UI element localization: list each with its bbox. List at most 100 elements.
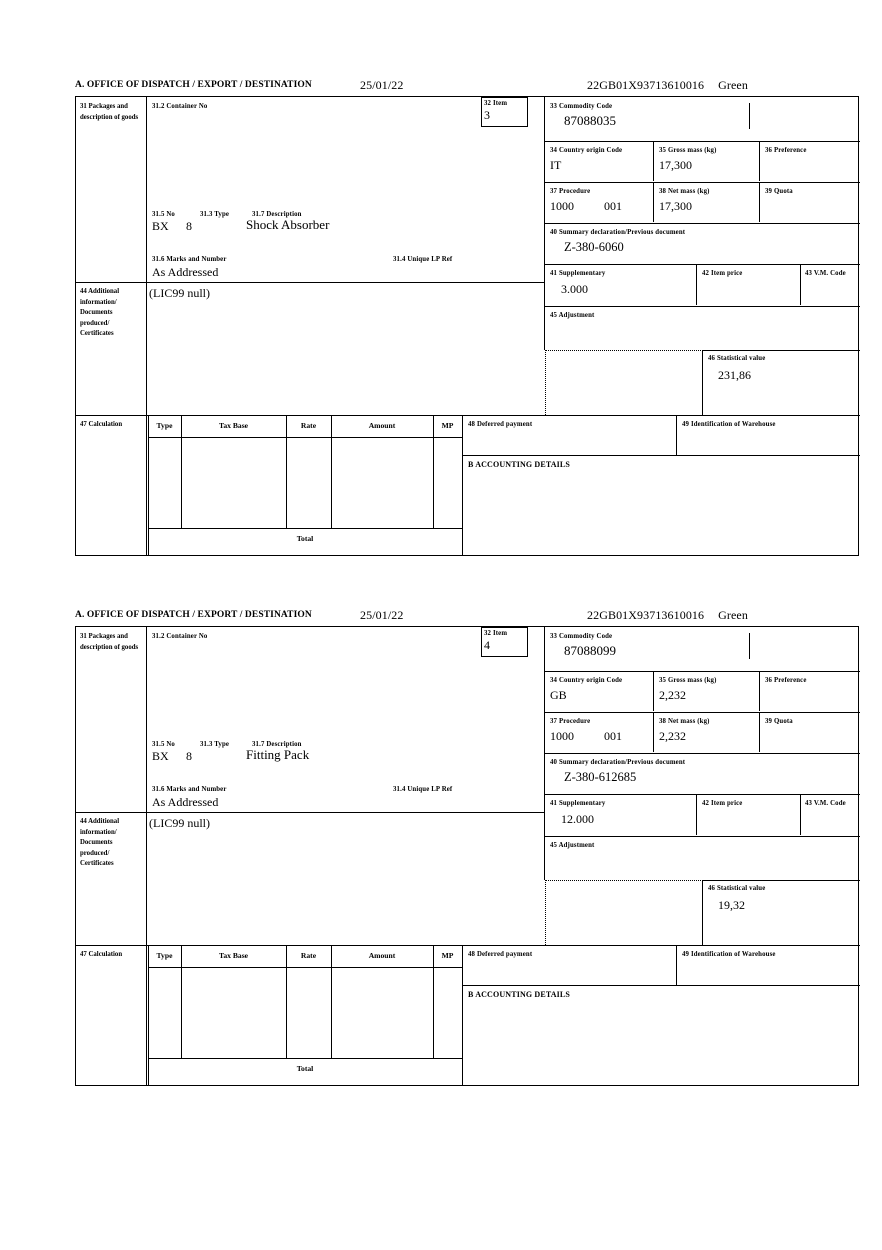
left-block-dotted-divider [545, 880, 546, 945]
declaration-frame: 31 Packages and description of goods 31.… [75, 626, 860, 1086]
item-number-value: 4 [484, 637, 490, 652]
country-origin-code-value: IT [550, 158, 562, 172]
box31-3-label: 31.3 Type [200, 211, 230, 218]
box44-stub-label: 44 Additional information/ Documents pro… [80, 818, 120, 867]
box39-label: 39 Quota [765, 188, 793, 195]
box40-label: 40 Summary declaration/Previous document [550, 759, 686, 766]
box42-43-divider [800, 264, 801, 305]
box40-bottom-divider [544, 794, 860, 795]
box37-bottom-divider [544, 223, 860, 224]
box38-label: 38 Net mass (kg) [659, 188, 710, 195]
calc-body-divider [148, 528, 462, 529]
box42-43-divider [800, 794, 801, 835]
gross-mass-value: 2,232 [659, 688, 686, 702]
mrn-value: 22GB01X93713610016 [587, 608, 705, 622]
box31-5-label: 31.5 No [152, 211, 175, 218]
calc-body-divider [148, 1058, 462, 1059]
declaration-date: 25/01/22 [360, 608, 404, 622]
box46-left-divider [702, 350, 703, 415]
supplementary-value: 3.000 [561, 282, 588, 296]
calc-header-type: Type [156, 421, 173, 430]
box43-label: 43 V.M. Code [805, 270, 846, 277]
box31-box44-divider [76, 282, 544, 283]
calc-header-tax-base: Tax Base [218, 421, 249, 430]
calc-col-rate-amount [331, 415, 332, 528]
box32-label: 32 Item [484, 630, 508, 637]
declaration-date: 25/01/22 [360, 78, 404, 92]
item-number-value: 3 [484, 107, 490, 122]
box33-label: 33 Commodity Code [550, 103, 613, 110]
box32-label: 32 Item [484, 100, 508, 107]
additional-information-value: (LIC99 null) [149, 816, 210, 830]
office-of-dispatch-label: A. OFFICE OF DISPATCH / EXPORT / DESTINA… [75, 80, 312, 90]
commodity-code-value: 87088035 [564, 113, 616, 128]
marks-and-number-value: As Addressed [152, 265, 219, 279]
box37-label: 37 Procedure [550, 718, 591, 725]
box48-label: 48 Deferred payment [468, 951, 533, 958]
box33-label: 33 Commodity Code [550, 633, 613, 640]
lane-value: Green [718, 608, 748, 622]
box47-top-divider [76, 415, 860, 416]
box40-bottom-divider [544, 264, 860, 265]
mrn-header: 22GB01X93713610016 Green [587, 78, 748, 93]
calculation-table: Type Tax Base Rate Amount MP Total [146, 945, 463, 1085]
declaration-sheet-1: A. OFFICE OF DISPATCH / EXPORT / DESTINA… [75, 78, 861, 556]
box37-38-divider [653, 182, 654, 222]
box46-label: 46 Statistical value [708, 885, 766, 892]
calc-header-divider [148, 437, 462, 438]
box47-top-divider [76, 945, 860, 946]
calc-col-amount-mp [433, 945, 434, 1058]
left-block-dotted-divider [545, 350, 546, 415]
calc-total-label: Total [296, 1064, 314, 1073]
box46-top-divider [702, 880, 860, 881]
sheet-header: A. OFFICE OF DISPATCH / EXPORT / DESTINA… [75, 608, 861, 626]
calc-col-taxbase-rate [286, 415, 287, 528]
box42-label: 42 Item price [702, 800, 743, 807]
sheet-header: A. OFFICE OF DISPATCH / EXPORT / DESTINA… [75, 78, 861, 96]
box41-42-divider [696, 794, 697, 835]
box46-left-divider [702, 880, 703, 945]
calc-col-taxbase-rate [286, 945, 287, 1058]
box35-label: 35 Gross mass (kg) [659, 147, 717, 154]
calc-col-type-taxbase [181, 945, 182, 1058]
box31-box44-divider [76, 812, 544, 813]
box31-2-label: 31.2 Container No [152, 633, 208, 640]
box31-stub-label: 31 Packages and description of goods [80, 633, 139, 651]
box43-label: 43 V.M. Code [805, 800, 846, 807]
box48-left-divider [462, 945, 463, 1085]
calc-col-left [148, 945, 149, 1085]
box48-label: 48 Deferred payment [468, 421, 533, 428]
boxB-label: B ACCOUNTING DETAILS [468, 990, 570, 999]
statistical-value-value: 19,32 [718, 898, 745, 912]
mrn-header: 22GB01X93713610016 Green [587, 608, 748, 623]
box48-49-divider [676, 415, 677, 455]
box31-6-label: 31.6 Marks and Number [152, 786, 227, 793]
box37-label: 37 Procedure [550, 188, 591, 195]
calc-col-rate-amount [331, 945, 332, 1058]
declaration-frame: 31 Packages and description of goods 31.… [75, 96, 860, 556]
box31-5-label: 31.5 No [152, 741, 175, 748]
box32-item: 32 Item 4 [481, 627, 528, 657]
box46-top-divider [702, 350, 860, 351]
procedure-value: 1000 [550, 729, 574, 743]
box32-item: 32 Item 3 [481, 97, 528, 127]
box31-4-label: 31.4 Unique LP Ref [393, 256, 453, 263]
box48-bottom-divider [462, 985, 860, 986]
box47-stub-label: 47 Calculation [80, 421, 123, 428]
box41-bottom-divider [544, 306, 860, 307]
box45-label: 45 Adjustment [550, 842, 595, 849]
box31-2-label: 31.2 Container No [152, 103, 208, 110]
box39-label: 39 Quota [765, 718, 793, 725]
box47-stub-label: 47 Calculation [80, 951, 123, 958]
box49-label: 49 Identification of Warehouse [682, 951, 776, 958]
net-mass-value: 17,300 [659, 199, 692, 213]
package-type-value: 8 [186, 749, 192, 763]
calc-header-amount: Amount [368, 421, 396, 430]
box42-label: 42 Item price [702, 270, 743, 277]
box46-label: 46 Statistical value [708, 355, 766, 362]
calc-total-label: Total [296, 534, 314, 543]
calc-col-left [148, 415, 149, 555]
box34-35-divider [653, 141, 654, 181]
calc-header-rate: Rate [300, 421, 317, 430]
box45-label: 45 Adjustment [550, 312, 595, 319]
